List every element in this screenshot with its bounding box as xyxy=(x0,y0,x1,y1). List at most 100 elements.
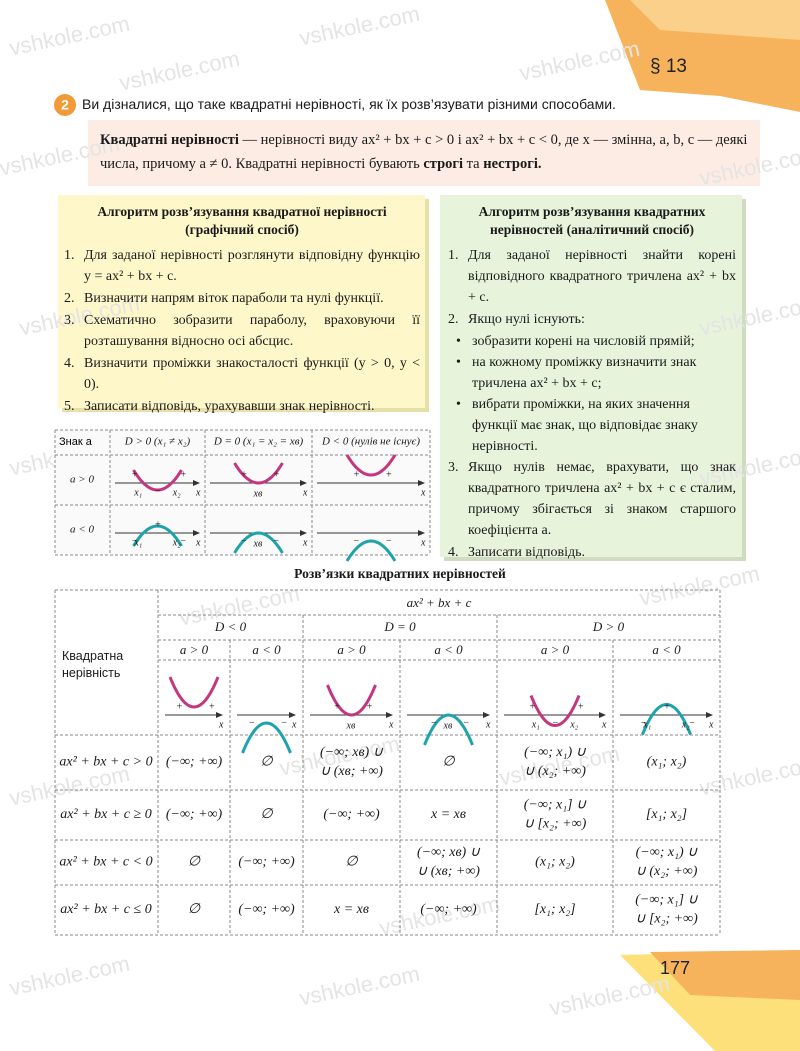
axis-arrow xyxy=(216,712,223,718)
step: 3. Схематично зобразити параболу, врахову… xyxy=(64,310,420,352)
sign: + xyxy=(273,469,280,480)
solution: [x₁; x₂] xyxy=(534,902,575,917)
analytic-algorithm: Алгоритм розв’язування квадратних нерівн… xyxy=(448,203,736,564)
box-title: Алгоритм розв’язування квадратних нерівн… xyxy=(478,204,706,237)
definition-term: Квадратні нерівності xyxy=(100,132,239,148)
axis-label: x xyxy=(291,719,297,730)
solution: (−∞; x₁] ∪ xyxy=(635,893,698,908)
step-number: 4. xyxy=(448,545,459,560)
vertex-label: xв xyxy=(253,538,263,549)
corner-tab-light xyxy=(630,0,800,40)
sign: + xyxy=(208,701,215,712)
sign-table-column: D < 0 (нулів не існує) xyxy=(321,436,420,448)
step: 1. Для заданої нерівності розглянути відп… xyxy=(64,245,420,287)
leading-sign: a < 0 xyxy=(252,642,281,657)
watermark: vshkole.com xyxy=(297,1,422,51)
sign: − xyxy=(273,535,280,546)
vertex-label: xв xyxy=(253,488,263,499)
step: 4. Записати відповідь. xyxy=(448,542,736,563)
step-text: Для заданої нерівності розглянути відпов… xyxy=(84,248,420,284)
axis-arrow xyxy=(300,480,307,486)
parabola xyxy=(529,694,581,728)
sign: − xyxy=(431,717,438,728)
sign: − xyxy=(353,535,360,546)
solution: (−∞; x₁] ∪ xyxy=(524,798,587,813)
sign-table-column: D > 0 (x₁ ≠ x₂) xyxy=(124,436,191,448)
parabola xyxy=(132,524,183,547)
bullet-dot: • xyxy=(456,334,461,349)
leading-sign: a < 0 xyxy=(434,642,463,657)
parabola xyxy=(641,702,692,736)
sign: − xyxy=(552,717,559,728)
bullet: • на кожному проміжку визначити знак трич… xyxy=(448,352,736,394)
graphic-algorithm: Алгоритм розв’язування квадратної нерівн… xyxy=(64,203,420,418)
sign: + xyxy=(353,469,360,480)
parabola xyxy=(233,531,284,554)
root-label: x₁ xyxy=(133,487,142,498)
parabola xyxy=(233,462,284,485)
root-label: x₂ xyxy=(569,719,578,730)
parabola xyxy=(241,721,292,754)
sign: + xyxy=(366,701,373,712)
discriminant: D > 0 xyxy=(592,619,625,634)
bullet: • вибрати проміжки, на яких значення функ… xyxy=(448,394,736,457)
sign-table-row: a > 0 xyxy=(70,474,94,486)
step-text: Якщо нулі існують: xyxy=(468,312,585,327)
bullet-dot: • xyxy=(456,397,461,412)
step-number: 4. xyxy=(64,356,75,371)
axis-arrow xyxy=(418,530,425,536)
solution: (−∞; +∞) xyxy=(323,807,380,822)
axis-arrow xyxy=(386,712,393,718)
sign: + xyxy=(664,701,671,712)
step-text: Визначити проміжки знакосталості функції… xyxy=(84,356,420,392)
solution: (x₁; x₂) xyxy=(647,755,687,770)
sign: − xyxy=(241,535,248,546)
solution: [x₁; x₂] xyxy=(646,807,687,822)
axis-arrow xyxy=(706,712,713,718)
step: 3. Якщо нулів немає, врахувати, що знак к… xyxy=(448,457,736,541)
parabola xyxy=(345,539,397,562)
axis-arrow xyxy=(289,712,296,718)
sign: − xyxy=(249,717,256,728)
watermark: vshkole.com xyxy=(7,11,132,61)
solution: ∪ (x₂; +∞) xyxy=(636,864,698,879)
axis-label: x xyxy=(302,537,308,548)
solution: ∅ xyxy=(188,902,201,917)
inequality: ax² + bx + c ≥ 0 xyxy=(60,807,151,822)
solution: (−∞; x₁) ∪ xyxy=(636,845,698,860)
step-number: 1. xyxy=(64,248,75,263)
table-title: Розв’язки квадратних нерівностей xyxy=(294,566,506,581)
solution: (−∞; +∞) xyxy=(420,902,477,917)
axis-label: x xyxy=(601,719,607,730)
sign: + xyxy=(577,701,584,712)
solution: (−∞; +∞) xyxy=(166,807,223,822)
step-number: 1. xyxy=(448,248,459,263)
solution: (−∞; xв) ∪ xyxy=(417,845,481,860)
axis-arrow xyxy=(193,480,200,486)
leading-sign: a < 0 xyxy=(652,642,681,657)
sign: + xyxy=(529,701,536,712)
inequality: ax² + bx + c ≤ 0 xyxy=(60,902,151,917)
solution: ∅ xyxy=(188,855,201,870)
watermark: vshkole.com xyxy=(7,951,132,1001)
sign: + xyxy=(385,469,392,480)
bullet-text: на кожному проміжку визначити знак тричл… xyxy=(472,355,697,391)
axis-arrow xyxy=(483,712,490,718)
axis-label: x xyxy=(302,487,308,498)
solution: (x₁; x₂) xyxy=(535,855,575,870)
inequality: ax² + bx + c > 0 xyxy=(59,755,152,770)
solution: ∅ xyxy=(260,755,273,770)
sign: − xyxy=(180,535,187,546)
definition-nonstrict: нестрогі. xyxy=(483,156,542,172)
step-number: 5. xyxy=(64,399,75,414)
axis-label: x xyxy=(485,719,491,730)
solution: ∅ xyxy=(442,755,455,770)
watermark: vshkole.com xyxy=(517,36,642,86)
step-text: Якщо нулів немає, врахувати, що знак ква… xyxy=(468,460,736,538)
axis-arrow xyxy=(418,480,425,486)
axis-label: x xyxy=(195,537,201,548)
solution: (−∞; +∞) xyxy=(238,855,295,870)
step: 2. Визначити напрям віток параболи та нул… xyxy=(64,288,420,309)
sign: + xyxy=(176,701,183,712)
